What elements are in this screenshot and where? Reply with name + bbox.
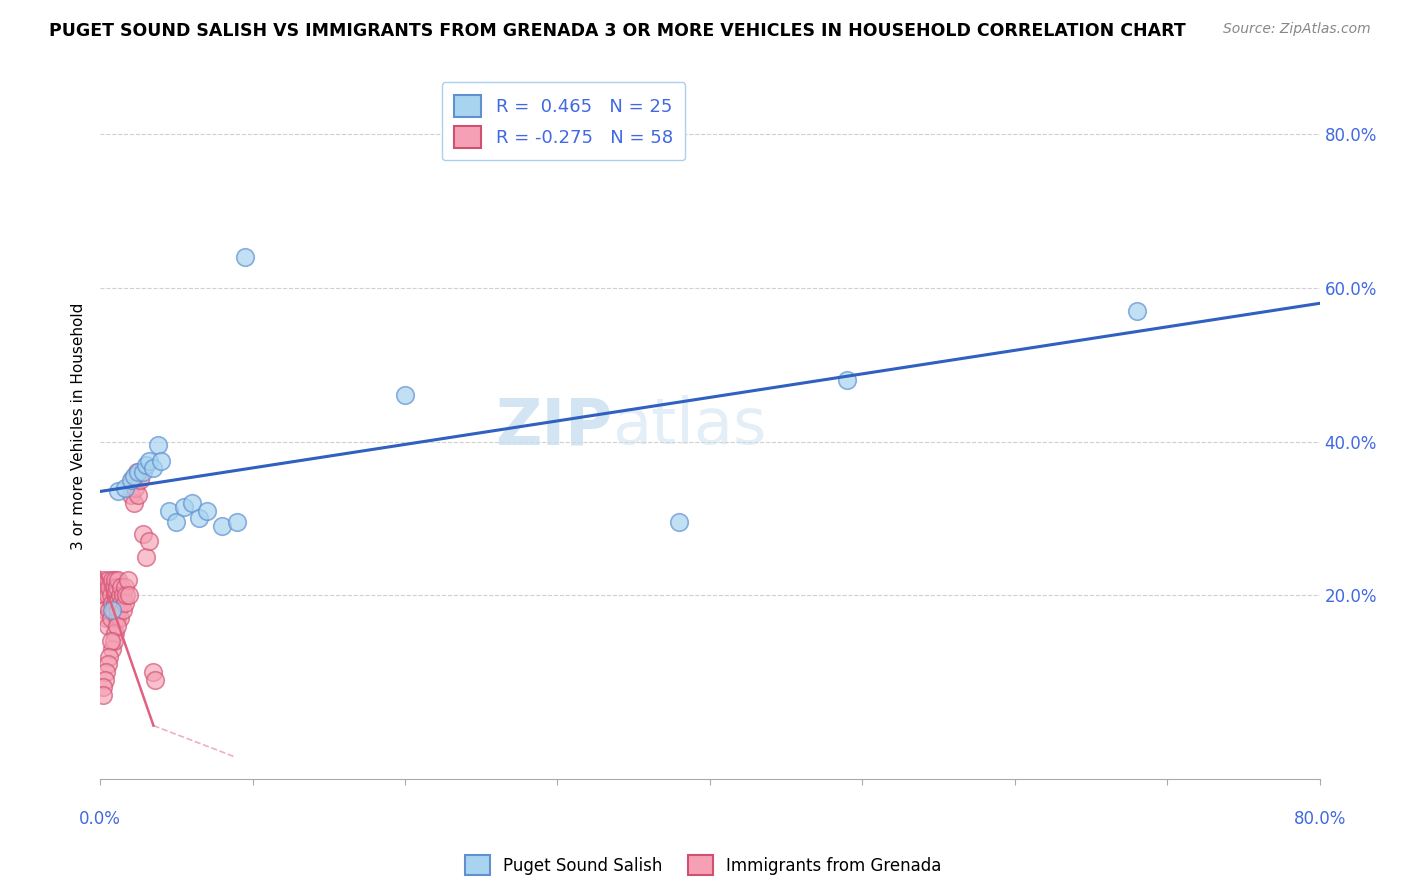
Point [132,465,155,479]
Point [98,603,121,617]
Point [233,250,256,264]
Point [110,596,132,610]
Point [127,488,149,502]
Point [96,581,118,595]
Point [91,573,114,587]
Point [180,496,202,510]
Point [165,515,187,529]
Point [91,688,114,702]
Point [111,603,134,617]
Point [98,649,121,664]
Point [103,581,125,595]
Point [668,515,690,529]
Legend: Puget Sound Salish, Immigrants from Grenada: Puget Sound Salish, Immigrants from Gren… [458,848,948,882]
Point [132,526,155,541]
Point [101,573,124,587]
Y-axis label: 3 or more Vehicles in Household: 3 or more Vehicles in Household [72,302,86,549]
Point [127,465,149,479]
Text: 0.0%: 0.0% [79,810,121,828]
Point [120,488,142,502]
Point [142,461,165,475]
Point [122,496,145,510]
Point [114,581,136,595]
Point [97,619,120,633]
Point [108,588,131,602]
Point [93,673,115,687]
Point [107,603,129,617]
Text: PUGET SOUND SALISH VS IMMIGRANTS FROM GRENADA 3 OR MORE VEHICLES IN HOUSEHOLD CO: PUGET SOUND SALISH VS IMMIGRANTS FROM GR… [49,22,1185,40]
Point [110,581,132,595]
Point [100,611,122,625]
Point [103,634,125,648]
Point [835,373,858,387]
Point [173,500,195,514]
Point [101,641,124,656]
Point [96,611,118,625]
Point [91,680,114,694]
Point [105,596,128,610]
Point [107,484,129,499]
Point [128,473,150,487]
Point [157,503,180,517]
Point [122,469,145,483]
Point [105,619,128,633]
Point [138,454,160,468]
Point [115,588,138,602]
Point [104,588,127,602]
Point [117,573,139,587]
Point [104,626,127,640]
Point [104,596,127,610]
Point [143,673,166,687]
Point [146,438,169,452]
Point [114,481,136,495]
Text: atlas: atlas [612,395,766,458]
Point [121,473,143,487]
Point [135,549,157,564]
Point [103,603,125,617]
Point [104,573,127,587]
Point [226,515,249,529]
Point [93,588,115,602]
Point [100,588,122,602]
Point [120,473,142,487]
Point [211,519,233,533]
Text: 80.0%: 80.0% [1294,810,1346,828]
Point [118,588,141,602]
Point [114,596,136,610]
Point [105,611,128,625]
Text: Source: ZipAtlas.com: Source: ZipAtlas.com [1223,22,1371,37]
Text: ZIP: ZIP [495,395,612,458]
Point [93,603,115,617]
Point [135,458,157,472]
Point [125,465,148,479]
Point [105,581,128,595]
Point [138,534,160,549]
Point [96,665,118,679]
Point [107,573,129,587]
Point [98,581,121,595]
Point [188,511,211,525]
Point [97,657,120,672]
Point [195,503,218,517]
Legend: R =  0.465   N = 25, R = -0.275   N = 58: R = 0.465 N = 25, R = -0.275 N = 58 [441,82,686,161]
Point [394,388,416,402]
Point [111,588,134,602]
Point [101,596,124,610]
Point [142,665,165,679]
Point [150,454,173,468]
Point [124,481,146,495]
Point [97,588,120,602]
Point [108,611,131,625]
Point [101,603,124,617]
Point [100,634,122,648]
Point [1125,304,1147,318]
Point [97,573,120,587]
